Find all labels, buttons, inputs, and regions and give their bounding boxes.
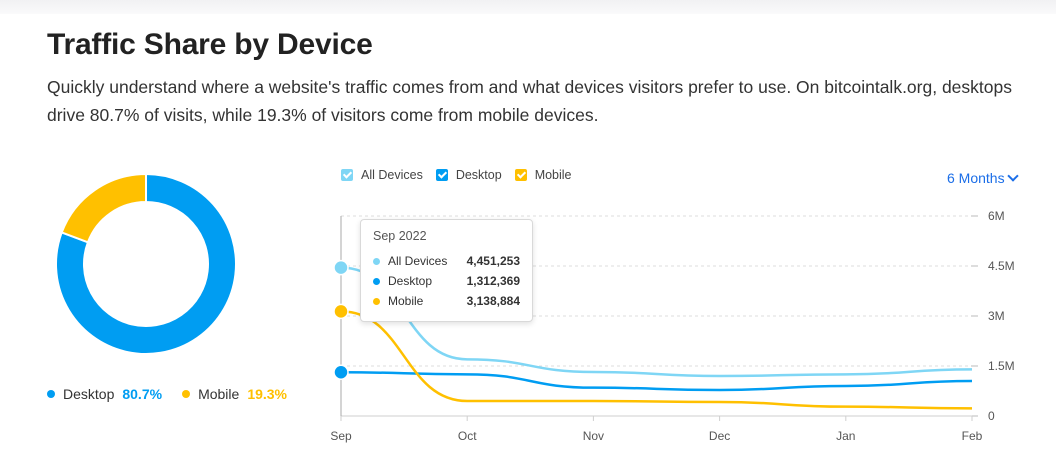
x-tick-label: Sep bbox=[330, 429, 352, 443]
legend-toggle-mobile[interactable]: Mobile bbox=[514, 168, 572, 182]
tooltip-row-desktop: Desktop 1,312,369 bbox=[373, 271, 520, 291]
period-label: 6 Months bbox=[947, 170, 1005, 186]
line-chart: 0 1.5M 3M 4.5M 6M Sep Oct Nov Dec Jan Feb bbox=[330, 209, 1015, 443]
series-line-desktop bbox=[340, 371, 973, 392]
donut-legend-mobile: Mobile 19.3% bbox=[182, 386, 287, 402]
legend-label: All Devices bbox=[361, 168, 423, 182]
y-tick-label: 3M bbox=[988, 309, 1005, 323]
donut-slice-desktop[interactable] bbox=[55, 172, 237, 355]
tooltip-value: 1,312,369 bbox=[466, 274, 520, 288]
tooltip-value: 3,138,884 bbox=[466, 294, 520, 308]
tooltip-label: Desktop bbox=[388, 274, 433, 288]
hover-point-all-devices[interactable] bbox=[333, 259, 349, 276]
line-chart-legend: All Devices Desktop Mobile bbox=[341, 168, 585, 182]
series-line-all-devices bbox=[340, 266, 973, 378]
mobile-dot-icon bbox=[373, 297, 380, 305]
x-tick-label: Oct bbox=[458, 429, 477, 443]
x-tick-label: Nov bbox=[583, 429, 604, 443]
page-title: Traffic Share by Device bbox=[47, 28, 373, 61]
hover-point-desktop[interactable] bbox=[333, 364, 349, 381]
tooltip-label: All Devices bbox=[388, 254, 448, 268]
mobile-dot-icon bbox=[182, 390, 191, 398]
checkbox-icon[interactable] bbox=[514, 169, 527, 181]
desktop-dot-icon bbox=[47, 390, 55, 398]
checkbox-icon[interactable] bbox=[341, 169, 353, 181]
x-tick-label: Feb bbox=[962, 429, 983, 443]
y-tick-label: 1.5M bbox=[988, 359, 1015, 373]
chart-tooltip: Sep 2022 All Devices 4,451,253 Desktop 1… bbox=[360, 219, 533, 322]
donut-legend-percent: 19.3% bbox=[247, 386, 288, 402]
tooltip-label: Mobile bbox=[388, 294, 424, 308]
chevron-down-icon bbox=[1006, 170, 1019, 182]
tooltip-row-mobile: Mobile 3,138,884 bbox=[373, 291, 520, 311]
donut-legend-label: Desktop bbox=[63, 386, 115, 402]
y-tick-label: 6M bbox=[988, 209, 1005, 223]
legend-toggle-desktop[interactable]: Desktop bbox=[435, 168, 502, 182]
checkbox-icon[interactable] bbox=[435, 169, 448, 181]
donut-legend-percent: 80.7% bbox=[122, 386, 163, 402]
series-line-mobile bbox=[340, 310, 973, 410]
legend-label: Mobile bbox=[534, 168, 572, 182]
donut-slice-mobile[interactable] bbox=[60, 172, 147, 244]
tooltip-title: Sep 2022 bbox=[373, 229, 427, 243]
legend-toggle-all-devices[interactable]: All Devices bbox=[341, 168, 423, 182]
page-description: Quickly understand where a website's tra… bbox=[47, 77, 1012, 125]
donut-chart bbox=[55, 172, 237, 355]
x-tick-label: Dec bbox=[709, 429, 730, 443]
period-dropdown[interactable]: 6 Months bbox=[947, 170, 1019, 186]
legend-label: Desktop bbox=[455, 168, 502, 182]
y-tick-label: 4.5M bbox=[988, 259, 1015, 273]
x-tick-label: Jan bbox=[836, 429, 855, 443]
tooltip-row-all-devices: All Devices 4,451,253 bbox=[373, 251, 520, 271]
donut-legend-desktop: Desktop 80.7% bbox=[47, 386, 162, 402]
all-devices-dot-icon bbox=[373, 257, 380, 265]
y-tick-label: 0 bbox=[988, 409, 995, 423]
top-bar bbox=[0, 0, 1056, 14]
tooltip-value: 4,451,253 bbox=[466, 254, 520, 268]
desktop-dot-icon bbox=[373, 277, 380, 285]
hover-point-mobile[interactable] bbox=[333, 303, 349, 320]
donut-legend-label: Mobile bbox=[198, 386, 240, 402]
donut-legend: Desktop 80.7% Mobile 19.3% bbox=[47, 386, 307, 402]
